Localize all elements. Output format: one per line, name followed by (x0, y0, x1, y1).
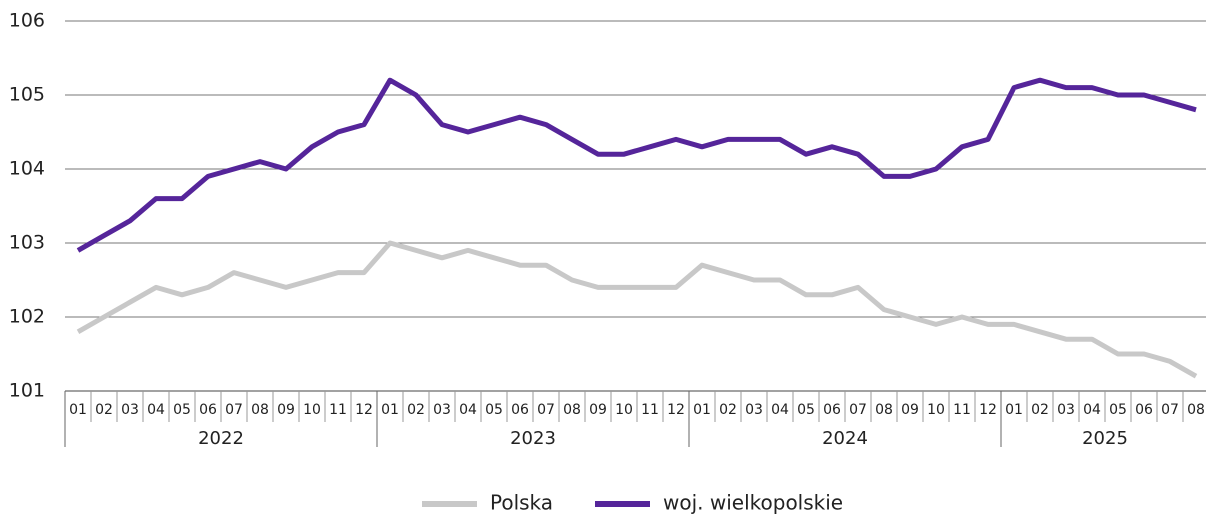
x-tick-label: 09 (277, 402, 295, 418)
y-tick-label: 102 (9, 306, 45, 328)
x-tick-label: 07 (849, 402, 867, 418)
x-tick-label: 01 (1005, 402, 1023, 418)
x-tick-label: 06 (511, 402, 529, 418)
year-label: 2022 (198, 428, 244, 449)
x-tick-label: 02 (1031, 402, 1049, 418)
x-tick-label: 08 (563, 402, 581, 418)
x-tick-label: 12 (355, 402, 373, 418)
x-tick-label: 06 (199, 402, 217, 418)
x-tick-label: 05 (1109, 402, 1127, 418)
x-tick-label: 01 (693, 402, 711, 418)
x-tick-label: 03 (433, 402, 451, 418)
y-tick-label: 105 (9, 84, 45, 106)
x-tick-label: 01 (381, 402, 399, 418)
x-tick-label: 07 (1161, 402, 1179, 418)
year-label: 2025 (1082, 428, 1128, 449)
x-tick-label: 11 (953, 402, 971, 418)
x-tick-label: 04 (1083, 402, 1101, 418)
x-tick-label: 11 (329, 402, 347, 418)
x-tick-label: 12 (979, 402, 997, 418)
x-tick-label: 07 (537, 402, 555, 418)
x-tick-label: 04 (147, 402, 165, 418)
y-tick-label: 101 (9, 380, 45, 402)
year-label: 2023 (510, 428, 556, 449)
x-tick-label: 10 (615, 402, 633, 418)
x-tick-label: 02 (95, 402, 113, 418)
x-tick-label: 03 (745, 402, 763, 418)
x-tick-label: 05 (485, 402, 503, 418)
y-tick-label: 103 (9, 232, 45, 254)
x-tick-label: 10 (303, 402, 321, 418)
y-tick-label: 106 (9, 10, 45, 32)
x-tick-label: 03 (121, 402, 139, 418)
x-tick-label: 06 (823, 402, 841, 418)
x-tick-label: 08 (875, 402, 893, 418)
line-series (76, 240, 1198, 379)
x-tick-label: 08 (1187, 402, 1205, 418)
x-tick-label: 02 (407, 402, 425, 418)
x-tick-label: 10 (927, 402, 945, 418)
x-tick-label: 09 (589, 402, 607, 418)
x-tick-label: 02 (719, 402, 737, 418)
x-tick-label: 05 (797, 402, 815, 418)
x-tick-label: 07 (225, 402, 243, 418)
x-tick-label: 04 (459, 402, 477, 418)
line-series (76, 77, 1197, 253)
x-tick-label: 08 (251, 402, 269, 418)
x-tick-label: 11 (641, 402, 659, 418)
x-tick-label: 09 (901, 402, 919, 418)
x-tick-label: 05 (173, 402, 191, 418)
x-tick-label: 04 (771, 402, 789, 418)
legend-label: Polska (490, 491, 553, 515)
year-label: 2024 (822, 428, 868, 449)
x-tick-label: 12 (667, 402, 685, 418)
x-tick-label: 01 (69, 402, 87, 418)
x-tick-label: 03 (1057, 402, 1075, 418)
y-tick-label: 104 (9, 158, 45, 180)
x-tick-label: 06 (1135, 402, 1153, 418)
legend-label: woj. wielkopolskie (663, 491, 843, 515)
